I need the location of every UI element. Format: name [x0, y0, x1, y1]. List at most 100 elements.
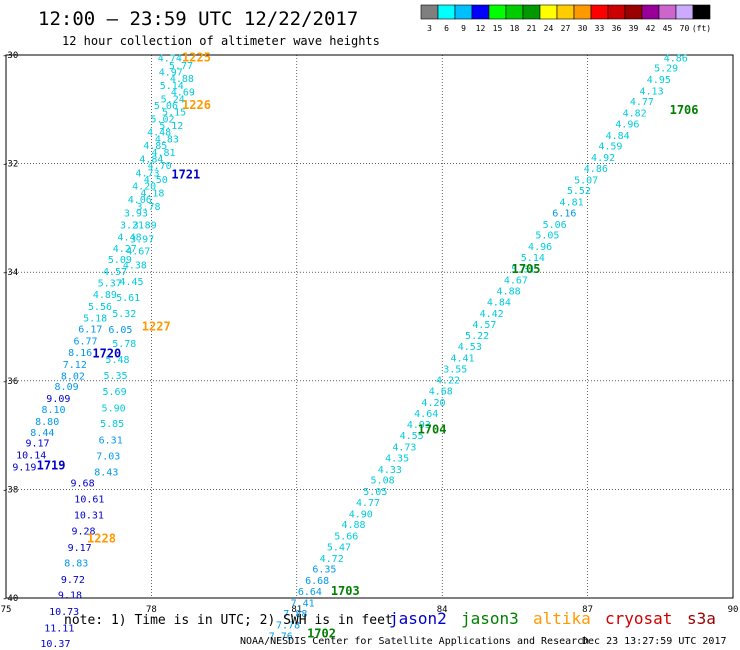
swh-value-jason3: 4.93 — [407, 420, 431, 431]
swh-value-jason3: 4.35 — [385, 453, 409, 464]
time-label: 1705 — [512, 262, 541, 276]
colorbar-label: 18 — [510, 24, 520, 33]
colorbar-swatch — [522, 4, 541, 20]
swh-value-jason3: 5.07 — [574, 175, 598, 186]
swh-value-altika: 6.05 — [108, 325, 132, 336]
time-label: 1227 — [142, 320, 171, 334]
colorbar-swatch — [590, 4, 609, 20]
x-tick-label: 87 — [582, 605, 593, 615]
colorbar-swatch — [420, 4, 439, 20]
swh-value-altika: 5.78 — [112, 339, 136, 350]
colorbar-swatch — [573, 4, 592, 20]
swh-value-jason3: 6.35 — [312, 565, 336, 576]
swh-value-altika: 3.21 — [120, 220, 144, 231]
swh-value-jason3: 4.20 — [421, 398, 445, 409]
colorbar-swatch — [437, 4, 456, 20]
swh-value-jason3: 6.16 — [552, 208, 576, 219]
footer-credit: NOAA/NESDIS Center for Satellite Applica… — [240, 636, 589, 647]
swh-value-altika: 8.43 — [94, 467, 118, 478]
swh-value-jason3: 4.55 — [400, 431, 424, 442]
swh-value-altika: 5.90 — [102, 403, 126, 414]
swh-value-jason2: 8.10 — [41, 405, 65, 416]
swh-value-jason3: 4.59 — [598, 142, 622, 153]
y-tick-label: -40 — [2, 594, 18, 604]
swh-value-jason3: 5.47 — [327, 542, 351, 553]
swh-value-jason2: 9.18 — [58, 591, 82, 602]
swh-value-altika: 4.83 — [155, 135, 179, 146]
swh-value-altika: 5.37 — [98, 279, 122, 290]
x-tick-label: 90 — [728, 605, 739, 615]
swh-value-jason3: 4.68 — [429, 387, 453, 398]
swh-value-jason3: 4.22 — [436, 376, 460, 387]
colorbar-label: 12 — [476, 24, 486, 33]
swh-value-jason3: 4.81 — [560, 198, 584, 209]
swh-value-altika: 4.06 — [128, 195, 152, 206]
swh-value-altika: 5.77 — [169, 61, 193, 72]
x-tick-label: 84 — [437, 605, 448, 615]
swh-value-altika: 4.27 — [113, 244, 137, 255]
swh-value-jason3: 4.53 — [458, 342, 482, 353]
time-label: 1703 — [331, 584, 360, 598]
time-label: 1228 — [87, 531, 116, 545]
colorbar-swatch — [675, 4, 694, 20]
swh-value-jason2: 9.17 — [25, 439, 49, 450]
swh-value-jason2: 9.19 — [12, 463, 36, 474]
swh-value-altika: 3.78 — [136, 202, 160, 213]
swh-value-jason3: 7.88 — [283, 609, 307, 620]
swh-value-jason2: 8.80 — [35, 417, 59, 428]
colorbar-label: 45 — [663, 24, 673, 33]
x-tick-label: 78 — [146, 605, 157, 615]
swh-value-altika: 7.12 — [63, 360, 87, 371]
swh-value-jason2: 10.61 — [74, 495, 104, 506]
swh-value-jason2: 9.68 — [71, 478, 95, 489]
swh-value-jason3: 4.64 — [414, 409, 438, 420]
swh-value-altika: 4.20 — [132, 181, 156, 192]
swh-value-altika: 5.02 — [151, 115, 175, 126]
swh-value-altika: 3.93 — [124, 208, 148, 219]
swh-value-altika: 5.56 — [88, 302, 112, 313]
swh-value-altika: 5.06 — [154, 101, 178, 112]
swh-value-altika: 4.38 — [123, 261, 147, 272]
swh-value-jason2: 10.73 — [49, 607, 79, 618]
swh-value-altika: 5.12 — [159, 121, 183, 132]
swh-value-altika: 4.97 — [159, 67, 183, 78]
time-label: 1719 — [37, 459, 66, 473]
time-label: 1721 — [171, 167, 200, 181]
swh-value-jason2: 10.14 — [16, 451, 46, 462]
time-label: 1226 — [182, 98, 211, 112]
swh-value-jason3: 4.86 — [584, 164, 608, 175]
swh-value-altika: 5.14 — [160, 81, 184, 92]
swh-value-jason3: 4.77 — [630, 97, 654, 108]
time-label: 1704 — [418, 423, 447, 437]
swh-value-jason3: 5.31 — [511, 264, 535, 275]
colorbar-label: 39 — [629, 24, 639, 33]
swh-value-altika: 4.88 — [170, 74, 194, 85]
y-tick-label: -36 — [2, 377, 18, 387]
colorbar-label: 36 — [612, 24, 622, 33]
colorbar-label: (ft) — [692, 24, 711, 33]
colorbar-label: 42 — [646, 24, 656, 33]
swh-value-altika: 5.35 — [103, 371, 127, 382]
time-label: 1706 — [670, 103, 699, 117]
swh-value-altika: 3.97 — [130, 235, 154, 246]
swh-value-altika: 4.69 — [171, 87, 195, 98]
swh-value-jason3: 4.42 — [480, 309, 504, 320]
axis-tick-labels: 75 78 81 84 87 90 -30 -32 -34 -36 -38 -40 — [1, 51, 739, 615]
swh-value-jason3: 7.41 — [291, 598, 315, 609]
y-tick-label: -32 — [2, 160, 18, 170]
colorbar-legend: 3 6 9 12 15 18 21 24 27 30 33 36 39 42 45 70 (ft) — [420, 4, 711, 33]
swh-value-altika: 4.74 — [158, 54, 182, 65]
swh-value-jason3: 4.90 — [349, 509, 373, 520]
swh-value-altika: 6.31 — [99, 435, 123, 446]
swh-value-altika: 5.48 — [105, 355, 129, 366]
swh-value-jason3: 7.76 — [269, 631, 293, 642]
colorbar-swatch — [556, 4, 575, 20]
swh-value-altika: 5.18 — [83, 313, 107, 324]
swh-value-jason2: 9.72 — [61, 575, 85, 586]
swh-value-jason3: 4.96 — [528, 242, 552, 253]
swh-value-altika: 5.69 — [103, 387, 127, 398]
swh-value-jason2: 8.16 — [68, 348, 92, 359]
swh-value-jason2: 10.37 — [40, 639, 70, 650]
colorbar-swatch — [471, 4, 490, 20]
colorbar-swatch — [488, 4, 507, 20]
